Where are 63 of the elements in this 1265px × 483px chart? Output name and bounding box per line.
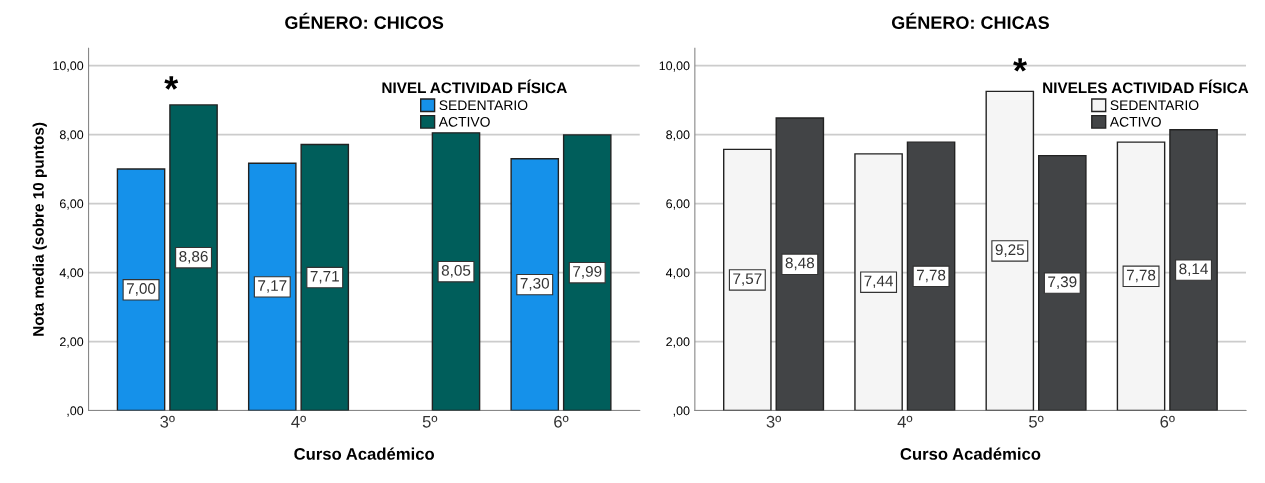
bar [247, 162, 297, 411]
y-tick-label: 4,00 [59, 268, 84, 279]
annotation: * [1013, 58, 1028, 72]
data-label: 8,48 [785, 257, 815, 271]
bar [1116, 141, 1166, 411]
data-label: 8,14 [1179, 263, 1208, 277]
y-tick-label: 4,00 [665, 268, 690, 279]
x-tick-label: 5º [422, 415, 438, 428]
y-tick-label: 10,00 [659, 61, 690, 72]
y-tick-label: 2,00 [666, 337, 690, 348]
bar [723, 148, 772, 411]
x-tick-label: 4º [897, 415, 913, 428]
data-label: 7,71 [310, 270, 339, 284]
data-label: 7,39 [1048, 276, 1077, 289]
x-tick-label: 4º [291, 415, 306, 428]
bar [300, 143, 350, 411]
bar [1037, 154, 1087, 411]
x-axis-title: Curso Académico [900, 447, 1041, 460]
data-label: 7,44 [864, 275, 893, 289]
y-tick-label: 2,00 [59, 337, 84, 348]
data-label: 8,05 [441, 264, 471, 278]
x-axis-title: Curso Académico [294, 447, 435, 460]
legend-label: ACTIVO [1109, 116, 1161, 127]
bar [510, 158, 560, 411]
x-tick-label: 6º [554, 415, 569, 428]
bar [1169, 129, 1218, 411]
y-tick-label: 8,00 [666, 130, 690, 141]
y-axis-title: Nota media (sobre 10 puntos) [32, 122, 47, 336]
bar [854, 153, 903, 411]
data-label: 9,25 [995, 244, 1025, 257]
legend-title: NIVELES ACTIVIDAD FÍSICA [1043, 79, 1249, 94]
bar [775, 117, 825, 411]
y-tick-label: 6,00 [666, 199, 690, 210]
y-tick-label: 6,00 [60, 199, 84, 210]
data-label: 7,00 [126, 283, 156, 296]
y-tick-label: 10,00 [53, 61, 84, 72]
legend-label: SEDENTARIO [439, 100, 528, 111]
data-label: 7,57 [733, 273, 762, 286]
bar [169, 104, 218, 411]
legend-title: NIVEL ACTIVIDAD FÍSICA [382, 79, 567, 94]
data-label: 7,78 [916, 269, 946, 283]
bar [906, 141, 956, 411]
x-tick-label: 3º [160, 415, 175, 428]
bar [116, 168, 166, 411]
data-label: 7,30 [520, 277, 550, 291]
legend-label: ACTIVO [438, 116, 490, 127]
bar [985, 90, 1035, 411]
chart-title: GÉNERO: CHICAS [891, 12, 1049, 30]
y-tick-label: ,00 [67, 406, 84, 417]
data-label: 7,17 [258, 280, 287, 293]
x-tick-label: 3º [766, 415, 782, 428]
data-label: 7,78 [1126, 269, 1156, 283]
x-tick-label: 6º [1160, 415, 1175, 428]
y-tick-label: 8,00 [59, 130, 84, 141]
chart-title: GÉNERO: CHICOS [285, 12, 444, 30]
legend-label: SEDENTARIO [1110, 100, 1199, 111]
annotation: * [164, 76, 179, 90]
data-label: 7,99 [573, 266, 602, 279]
data-label: 8,86 [179, 251, 208, 264]
y-tick-label: ,00 [673, 406, 690, 417]
bar [562, 134, 612, 411]
x-tick-label: 5º [1029, 415, 1044, 428]
bar [431, 132, 481, 411]
